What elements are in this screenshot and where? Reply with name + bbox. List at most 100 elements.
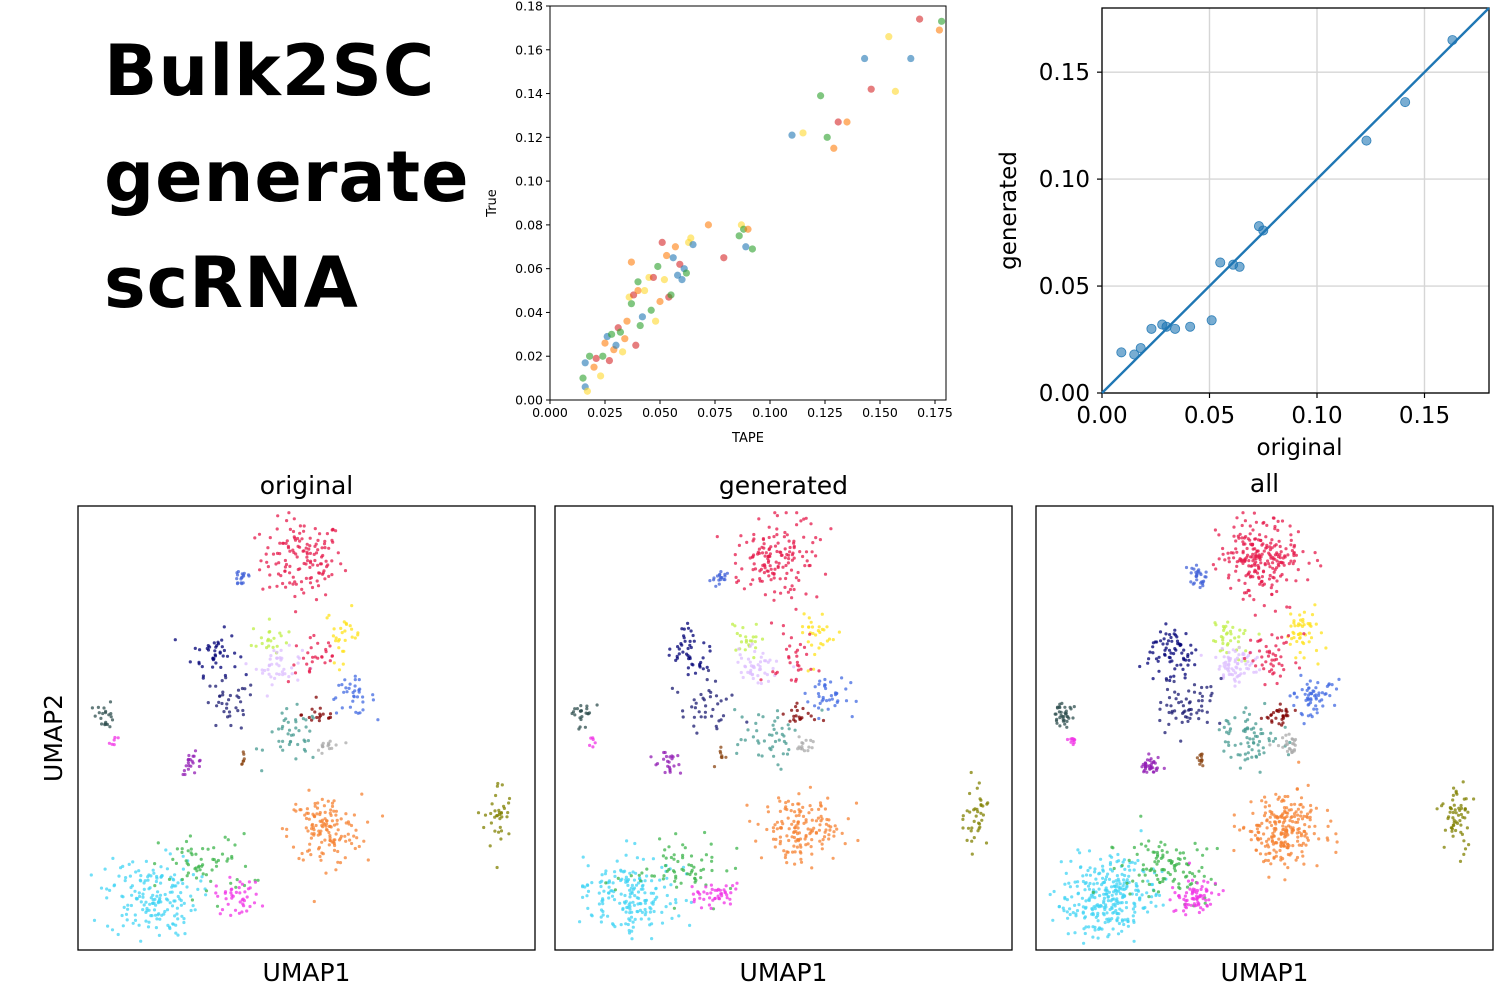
- umap-cell-point: [784, 563, 788, 568]
- umap-cell-point: [272, 636, 276, 640]
- umap-cell-point: [1219, 676, 1223, 681]
- umap-cell-point: [1151, 645, 1155, 649]
- umap-cell-point: [196, 887, 200, 892]
- umap-cell-point: [1190, 892, 1194, 896]
- umap-cell-point: [1225, 631, 1229, 635]
- umap-cell-point: [350, 635, 354, 639]
- umap-cell-point: [353, 678, 357, 682]
- umap-cell-point: [628, 907, 632, 911]
- umap-cell-point: [1183, 709, 1187, 713]
- umap-cell-point: [581, 885, 585, 889]
- umap-cell-point: [1186, 879, 1191, 883]
- umap-cell-point: [1244, 591, 1249, 595]
- umap-cell-point: [1197, 895, 1201, 899]
- umap-cell-point: [1163, 731, 1167, 735]
- umap-cell-point: [339, 817, 343, 821]
- tape-plot-frame: [549, 5, 947, 401]
- umap-cell-point: [1170, 711, 1174, 715]
- umap-cell-point: [751, 735, 756, 739]
- umap-cell-point: [304, 816, 309, 821]
- umap-cell-point: [325, 532, 329, 536]
- umap-cell-point: [1314, 696, 1318, 700]
- umap-cell-point: [1296, 839, 1300, 843]
- umap-cell-point: [702, 890, 706, 894]
- umap-cell-point: [281, 739, 285, 744]
- umap-cell-point: [792, 844, 796, 848]
- umap-cell-point: [640, 871, 644, 875]
- umap-cell-point: [1313, 824, 1317, 828]
- umap-cell-point: [1233, 660, 1237, 664]
- umap-cell-point: [1096, 911, 1100, 916]
- umap-cell-point: [1180, 651, 1184, 655]
- umap-cell-point: [612, 898, 617, 902]
- umap-cell-point: [1277, 795, 1281, 799]
- tape-y-tick-label: 0.14: [515, 86, 543, 101]
- umap-cell-point: [1307, 686, 1311, 690]
- umap-cell-point: [234, 890, 238, 895]
- umap-cell-point: [1238, 667, 1242, 671]
- umap-cell-point: [586, 864, 590, 868]
- umap-cell-point: [143, 879, 147, 883]
- umap-cell-point: [597, 891, 601, 895]
- umap-cell-point: [1072, 705, 1076, 709]
- umap-cell-point: [1221, 673, 1226, 677]
- umap-cell-point: [1110, 897, 1114, 901]
- umap-cell-point: [1217, 557, 1221, 561]
- umap-cell-point: [1259, 638, 1263, 642]
- umap-cell-point: [1111, 846, 1115, 850]
- umap-cell-point: [573, 707, 577, 711]
- umap-cell-point: [825, 699, 829, 703]
- umap-cell-point: [693, 671, 698, 675]
- umap-cell-point: [108, 888, 112, 893]
- umap-cell-point: [792, 714, 796, 719]
- umap-cell-point: [806, 827, 810, 831]
- umap-cell-point: [1177, 701, 1181, 705]
- umap-cell-point: [1285, 739, 1289, 744]
- umap-cell-point: [627, 931, 632, 935]
- umap-cell-point: [740, 715, 744, 719]
- umap-cell-point: [771, 723, 775, 727]
- umap-cell-point: [1213, 881, 1217, 886]
- umap-cell-point: [975, 786, 979, 790]
- umap-cell-point: [189, 894, 193, 898]
- umap-cell-point: [141, 908, 145, 912]
- umap-cell-point: [1110, 917, 1114, 921]
- umap-cell-point: [1287, 732, 1291, 736]
- umap-cell-point: [1317, 693, 1321, 698]
- umap-cell-point: [1115, 860, 1119, 864]
- umap-cell-point: [781, 632, 786, 636]
- umap-cell-point: [292, 517, 296, 521]
- umap-cell-point: [1446, 816, 1450, 821]
- umap-cell-point: [146, 925, 151, 929]
- umap-cell-point: [795, 654, 799, 658]
- umap-cell-point: [981, 813, 986, 817]
- umap-cell-point: [330, 746, 334, 751]
- umap-cell-point: [214, 723, 218, 728]
- umap-cell-point: [308, 561, 313, 565]
- umap-cell-point: [778, 550, 782, 554]
- umap-cell-point: [1248, 663, 1252, 667]
- umap-cell-point: [667, 868, 671, 872]
- umap-cell-point: [725, 869, 729, 873]
- umap-cell-point: [1161, 903, 1165, 907]
- umap-cell-point: [1295, 855, 1300, 860]
- umap-cell-point: [376, 718, 380, 722]
- umap-cell-point: [1240, 523, 1244, 528]
- umap-cell-point: [1455, 821, 1460, 826]
- umap-cell-point: [1248, 532, 1252, 536]
- umap-cell-point: [213, 649, 217, 653]
- umap-cell-point: [216, 894, 220, 898]
- umap-cell-point: [1260, 552, 1264, 556]
- umap-cell-point: [628, 905, 632, 909]
- umap-cell-point: [575, 707, 580, 711]
- umap-cell-point: [1272, 658, 1277, 662]
- umap-cell-point: [821, 838, 825, 842]
- tape-data-point: [667, 291, 675, 299]
- umap-cell-point: [1229, 639, 1233, 643]
- umap-cell-point: [272, 648, 276, 653]
- umap-cell-point: [809, 522, 813, 526]
- umap-cell-point: [775, 709, 780, 713]
- umap-cell-point: [280, 711, 284, 715]
- umap-cell-point: [322, 569, 326, 573]
- umap-cell-point: [1210, 891, 1214, 895]
